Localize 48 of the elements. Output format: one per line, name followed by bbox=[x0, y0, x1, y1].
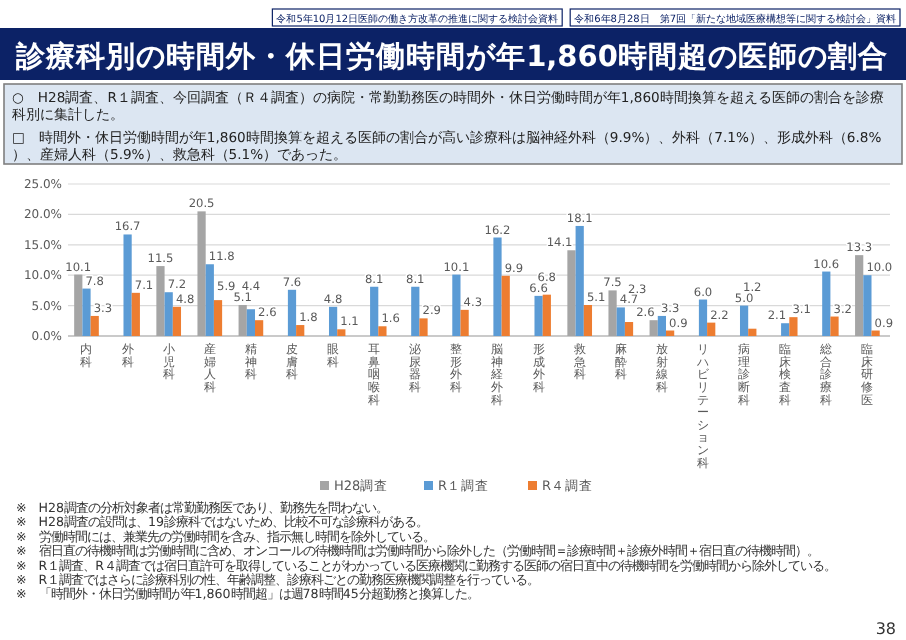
bar bbox=[616, 307, 625, 336]
bar bbox=[608, 290, 617, 336]
bar bbox=[213, 300, 223, 336]
bar bbox=[855, 255, 864, 336]
bar bbox=[123, 234, 132, 336]
bar bbox=[575, 225, 584, 336]
bar bbox=[781, 323, 790, 336]
bar bbox=[328, 306, 338, 336]
bar bbox=[567, 250, 576, 336]
chart-title: 診療科別の時間外・休日労働時間が年1,860時間超の医師の割合 bbox=[14, 38, 888, 74]
bar bbox=[205, 264, 214, 336]
bar bbox=[156, 266, 165, 336]
bar bbox=[238, 304, 247, 336]
bar bbox=[789, 317, 798, 336]
bar bbox=[296, 325, 305, 336]
bar bbox=[378, 326, 387, 336]
bar bbox=[287, 289, 297, 336]
bar bbox=[739, 305, 749, 336]
bar bbox=[452, 274, 461, 336]
bar bbox=[542, 294, 551, 336]
bar bbox=[197, 211, 206, 336]
bar bbox=[624, 322, 634, 336]
bar bbox=[657, 315, 666, 336]
bar bbox=[707, 322, 716, 336]
bar bbox=[74, 274, 83, 336]
bar bbox=[698, 299, 708, 336]
bar bbox=[830, 316, 839, 336]
bar bbox=[822, 271, 831, 336]
bar bbox=[411, 286, 420, 336]
bar bbox=[748, 328, 757, 336]
bar bbox=[90, 315, 99, 336]
bar bbox=[460, 309, 469, 336]
bar bbox=[255, 320, 264, 336]
bar bbox=[82, 288, 91, 336]
bar bbox=[649, 320, 658, 336]
bar bbox=[131, 292, 140, 336]
bar bbox=[370, 286, 379, 336]
bar bbox=[501, 275, 510, 336]
bar bbox=[419, 318, 428, 336]
bar bbox=[246, 309, 256, 336]
bar bbox=[863, 275, 872, 336]
bar bbox=[583, 304, 593, 336]
bar bbox=[493, 237, 502, 336]
bar bbox=[172, 306, 182, 336]
bar bbox=[534, 295, 543, 336]
text: 38 bbox=[875, 620, 896, 638]
bar bbox=[337, 329, 346, 336]
bar bbox=[164, 292, 173, 336]
